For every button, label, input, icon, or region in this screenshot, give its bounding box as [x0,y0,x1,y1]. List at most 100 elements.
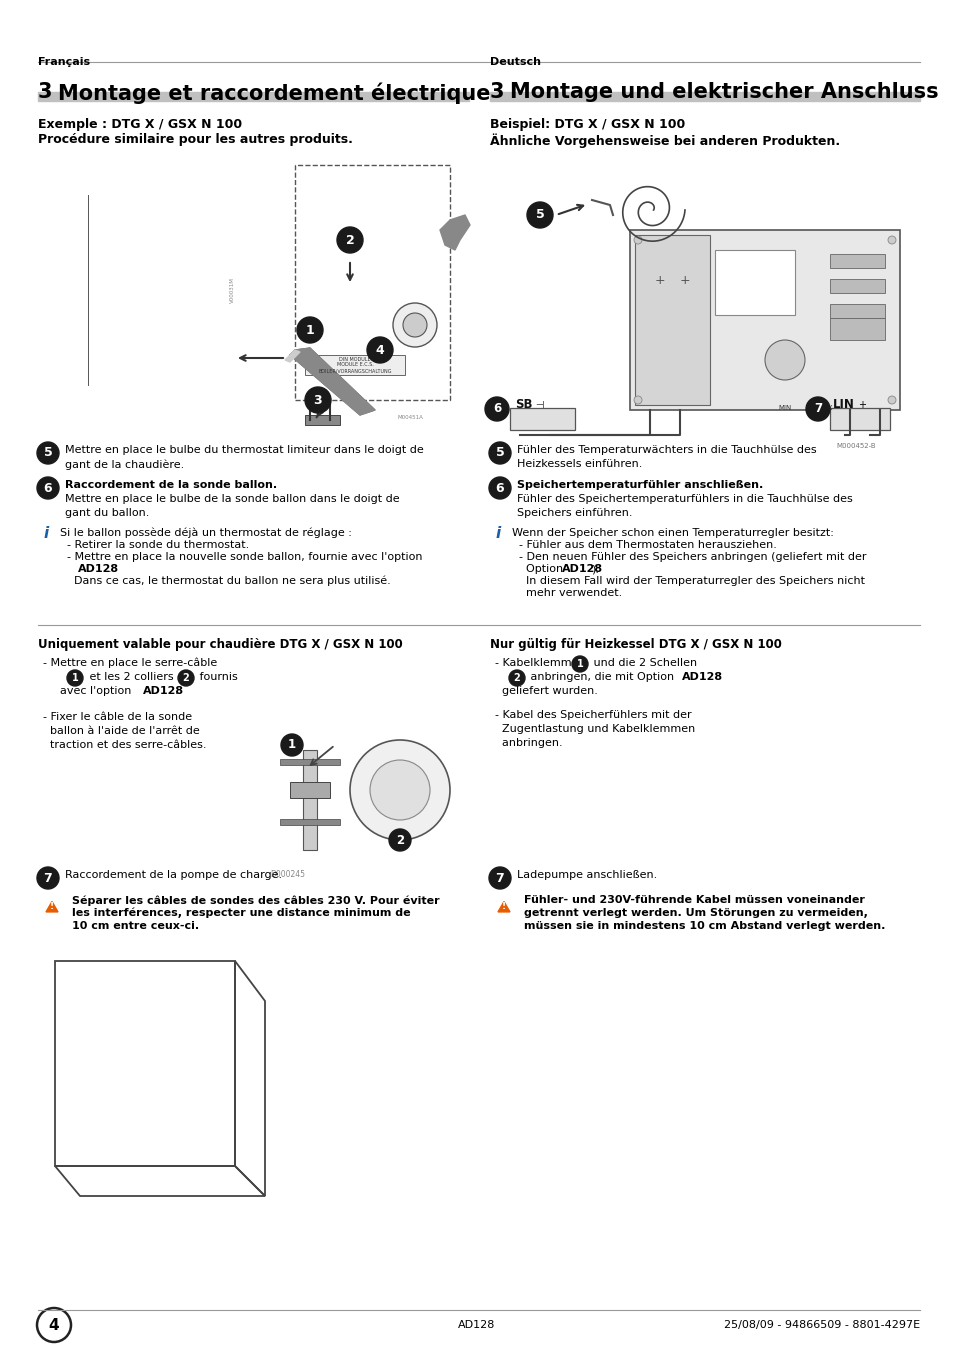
Text: 2: 2 [345,234,354,246]
Circle shape [305,386,331,413]
Text: +: + [654,273,664,286]
Text: .: . [174,686,178,696]
Text: anbringen, die mit Option: anbringen, die mit Option [526,671,677,682]
Text: Français: Français [38,57,90,68]
Circle shape [37,442,59,463]
Text: !: ! [50,902,54,911]
Bar [294,165,450,400]
Text: V00031M: V00031M [230,277,234,303]
Bar [635,235,709,405]
Text: - Kabel des Speicherfühlers mit der: - Kabel des Speicherfühlers mit der [495,711,691,720]
Bar [629,230,899,409]
Text: Fühler des Speichertemperaturfühlers in die Tauchhülse des: Fühler des Speichertemperaturfühlers in … [517,494,852,504]
Text: 6: 6 [44,481,52,494]
Text: M000452-B: M000452-B [835,443,875,449]
Text: und die 2 Schellen: und die 2 Schellen [589,658,697,667]
Text: +: + [857,400,865,409]
Polygon shape [46,901,58,912]
Circle shape [887,396,895,404]
Text: geliefert wurden.: geliefert wurden. [495,686,598,696]
Text: 5: 5 [496,446,504,459]
Text: et les 2 colliers: et les 2 colliers [86,671,177,682]
Text: 1: 1 [71,673,78,684]
Text: .: . [108,563,112,574]
Circle shape [489,867,511,889]
Bar [829,304,884,317]
Circle shape [389,830,411,851]
Text: 25/08/09 - 94866509 - 8801-4297E: 25/08/09 - 94866509 - 8801-4297E [723,1320,919,1329]
Text: ballon à l'aide de l'arrêt de: ballon à l'aide de l'arrêt de [43,725,199,736]
Text: +: + [679,273,690,286]
Text: !: ! [501,902,505,911]
Bar [829,408,889,430]
Circle shape [484,397,509,422]
Text: AD128: AD128 [78,563,119,574]
Text: - Kabelklemme: - Kabelklemme [495,658,581,667]
Circle shape [336,227,363,253]
Text: 2: 2 [182,673,190,684]
Text: 7: 7 [44,871,52,885]
Text: AD128: AD128 [143,686,184,696]
Text: 2: 2 [513,673,519,684]
Text: Montage et raccordement électrique: Montage et raccordement électrique [58,82,490,104]
Text: Mettre en place le bulbe de la sonde ballon dans le doigt de: Mettre en place le bulbe de la sonde bal… [65,494,399,504]
Circle shape [178,670,193,686]
Text: avec l'option: avec l'option [53,686,134,696]
Text: Mettre en place le bulbe du thermostat limiteur dans le doigt de: Mettre en place le bulbe du thermostat l… [65,444,423,455]
Bar [305,415,339,426]
Text: DIN MODULE
MODULE E.C.S.
BOILER/VORRANGSCHALTUNG: DIN MODULE MODULE E.C.S. BOILER/VORRANGS… [318,357,392,373]
Bar [829,317,884,340]
Text: In diesem Fall wird der Temperaturregler des Speichers nicht: In diesem Fall wird der Temperaturregler… [512,576,864,586]
Text: 1: 1 [288,739,295,751]
Circle shape [393,303,436,347]
Text: Wenn der Speicher schon einen Temperaturregler besitzt:: Wenn der Speicher schon einen Temperatur… [512,528,833,538]
Text: - Retirer la sonde du thermostat.: - Retirer la sonde du thermostat. [60,540,249,550]
Text: AD128: AD128 [561,563,602,574]
Text: ⊣: ⊣ [535,400,543,409]
Text: - Fixer le câble de la sonde: - Fixer le câble de la sonde [43,712,192,721]
Bar [303,750,316,850]
Circle shape [37,1308,71,1342]
Bar [490,92,919,101]
Text: Zugentlastung und Kabelklemmen: Zugentlastung und Kabelklemmen [495,724,695,734]
Circle shape [402,313,427,336]
Circle shape [634,396,641,404]
Text: 1: 1 [576,659,583,669]
Bar [280,759,339,765]
Text: - Mettre en place le serre-câble: - Mettre en place le serre-câble [43,658,217,669]
Bar [510,408,575,430]
Text: Speichers einführen.: Speichers einführen. [517,508,632,517]
Text: 5: 5 [535,208,544,222]
Bar [38,92,469,101]
Circle shape [887,236,895,245]
Polygon shape [285,350,299,362]
Text: mehr verwendet.: mehr verwendet. [512,588,621,598]
Text: Fühler- und 230V-führende Kabel müssen voneinander: Fühler- und 230V-führende Kabel müssen v… [523,894,864,905]
Text: ).: ). [591,563,598,574]
Circle shape [572,657,587,671]
Text: - Mettre en place la nouvelle sonde ballon, fournie avec l'option: - Mettre en place la nouvelle sonde ball… [60,553,422,562]
Circle shape [509,670,524,686]
Text: AD128: AD128 [681,671,722,682]
Circle shape [37,867,59,889]
Text: Séparer les câbles de sondes des câbles 230 V. Pour éviter: Séparer les câbles de sondes des câbles … [71,894,439,905]
Text: Nur gültig für Heizkessel DTG X / GSX N 100: Nur gültig für Heizkessel DTG X / GSX N … [490,638,781,651]
Text: Ähnliche Vorgehensweise bei anderen Produkten.: Ähnliche Vorgehensweise bei anderen Prod… [490,132,840,147]
Text: Si le ballon possède déjà un thermostat de réglage :: Si le ballon possède déjà un thermostat … [60,528,352,539]
Text: 4: 4 [49,1317,59,1332]
Circle shape [296,317,323,343]
Text: Raccordement de la pompe de charge.: Raccordement de la pompe de charge. [65,870,282,880]
Text: müssen sie in mindestens 10 cm Abstand verlegt werden.: müssen sie in mindestens 10 cm Abstand v… [523,921,884,931]
Text: fournis: fournis [195,671,237,682]
Polygon shape [497,901,510,912]
Text: MAX: MAX [817,405,832,411]
Text: AD128: AD128 [457,1320,496,1329]
Bar [280,819,339,825]
Text: 10 cm entre ceux-ci.: 10 cm entre ceux-ci. [71,921,199,931]
Text: LIN: LIN [832,399,854,412]
Text: 5: 5 [44,446,52,459]
Bar [829,254,884,267]
Circle shape [489,477,511,499]
Text: Raccordement de la sonde ballon.: Raccordement de la sonde ballon. [65,480,276,490]
Text: i: i [495,526,500,540]
